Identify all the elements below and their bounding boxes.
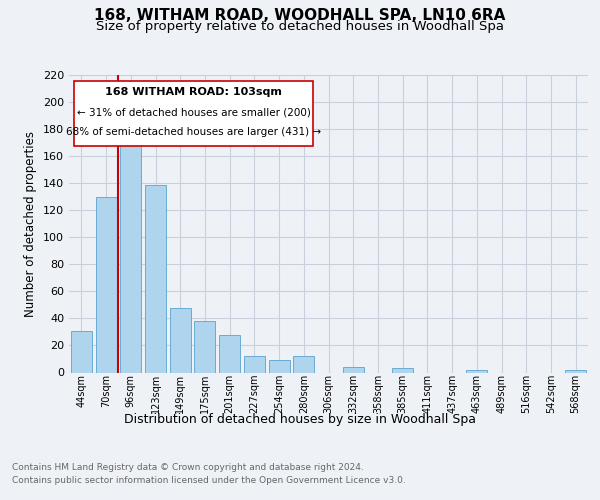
- Bar: [219, 334, 240, 372]
- Text: Distribution of detached houses by size in Woodhall Spa: Distribution of detached houses by size …: [124, 412, 476, 426]
- Text: 168 WITHAM ROAD: 103sqm: 168 WITHAM ROAD: 103sqm: [105, 87, 282, 97]
- Y-axis label: Number of detached properties: Number of detached properties: [25, 130, 37, 317]
- Bar: [392, 368, 413, 372]
- Bar: [95, 196, 116, 372]
- Bar: [244, 356, 265, 372]
- Bar: [293, 356, 314, 372]
- Text: Contains public sector information licensed under the Open Government Licence v3: Contains public sector information licen…: [12, 476, 406, 485]
- FancyBboxPatch shape: [74, 81, 313, 146]
- Bar: [343, 367, 364, 372]
- Bar: [145, 184, 166, 372]
- Text: 168, WITHAM ROAD, WOODHALL SPA, LN10 6RA: 168, WITHAM ROAD, WOODHALL SPA, LN10 6RA: [94, 8, 506, 22]
- Bar: [269, 360, 290, 372]
- Bar: [170, 308, 191, 372]
- Text: ← 31% of detached houses are smaller (200): ← 31% of detached houses are smaller (20…: [77, 108, 310, 118]
- Bar: [120, 132, 141, 372]
- Bar: [71, 330, 92, 372]
- Bar: [194, 321, 215, 372]
- Text: Contains HM Land Registry data © Crown copyright and database right 2024.: Contains HM Land Registry data © Crown c…: [12, 462, 364, 471]
- Text: Size of property relative to detached houses in Woodhall Spa: Size of property relative to detached ho…: [96, 20, 504, 33]
- Text: 68% of semi-detached houses are larger (431) →: 68% of semi-detached houses are larger (…: [66, 127, 321, 137]
- Bar: [565, 370, 586, 372]
- Bar: [466, 370, 487, 372]
